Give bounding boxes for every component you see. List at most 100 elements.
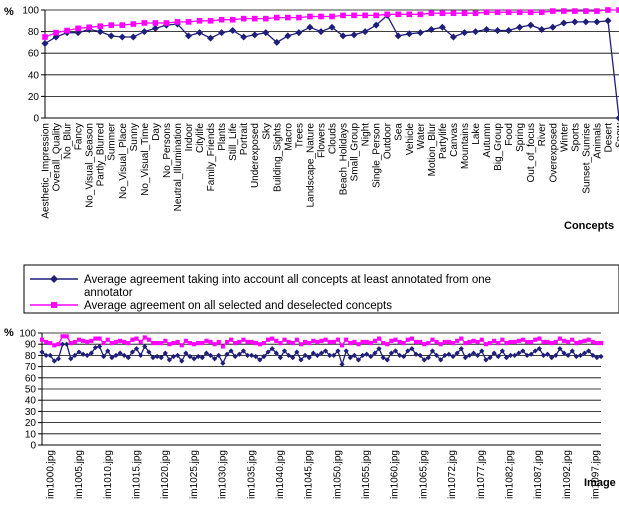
chart1-series-2-point bbox=[130, 21, 137, 27]
chart1-series-2-point bbox=[196, 18, 203, 24]
chart2-series-2-point bbox=[368, 341, 373, 346]
chart1-series-2-point bbox=[174, 19, 181, 25]
chart1-series-1-line bbox=[44, 14, 619, 119]
chart2-xtick-label: im1000.jpg bbox=[46, 450, 57, 499]
chart1-xtick-label: River bbox=[537, 122, 548, 146]
chart1-xtick-label: Food bbox=[504, 123, 515, 146]
chart1-series-2-point bbox=[561, 8, 567, 14]
chart2-series-1-point bbox=[351, 352, 357, 358]
chart2-series-1-point bbox=[105, 348, 111, 354]
chart2-series-1-point bbox=[277, 355, 283, 361]
chart2-series-1-point bbox=[323, 348, 329, 354]
chart1-series-1-point bbox=[273, 38, 281, 46]
chart2-series-1-point bbox=[80, 351, 86, 357]
chart2-series-1-point bbox=[347, 355, 353, 361]
chart2-series-1-point bbox=[232, 353, 238, 360]
legend-marker-a bbox=[50, 275, 58, 283]
chart1-xtick-label: Sky bbox=[261, 123, 272, 140]
legend-label-b: Average agreement on all selected and de… bbox=[84, 300, 392, 312]
chart2-series-2-point bbox=[138, 339, 143, 345]
chart1-xtick-label: Winter bbox=[559, 122, 570, 152]
chart1-series-1-point bbox=[527, 21, 535, 29]
chart1-xtick-label: Mountains bbox=[460, 123, 471, 169]
chart2-series-1-point bbox=[491, 350, 497, 356]
chart2-series-2-point bbox=[257, 342, 262, 347]
chart1-series-1-point bbox=[118, 33, 126, 41]
chart1-series-1-point bbox=[560, 19, 568, 27]
chart2-series-1-point bbox=[520, 348, 526, 354]
chart2-series-1-point bbox=[421, 357, 427, 363]
chart2-xtick-label: im1060.jpg bbox=[390, 450, 401, 499]
chart2-ytick-label: 50 bbox=[25, 385, 37, 396]
chart2-series-1-point bbox=[175, 352, 181, 358]
chart1-series-1-point bbox=[317, 28, 325, 36]
chart1-series-1-point bbox=[615, 114, 619, 122]
chart1-xtick-label: Canvas bbox=[449, 123, 460, 157]
chart1-series-1-point bbox=[107, 32, 115, 40]
chart2-series-1-point bbox=[39, 349, 45, 355]
chart2-series-2-point bbox=[557, 336, 562, 341]
chart2-series-2-point bbox=[245, 339, 250, 345]
chart1-xtick-label: Indoor bbox=[184, 122, 195, 151]
chart1-xtick-label: Citylife bbox=[195, 123, 206, 153]
chart1-series-1-point bbox=[328, 23, 336, 31]
chart2-series-2-point bbox=[348, 341, 353, 346]
chart1-series-1-point bbox=[449, 33, 457, 41]
chart2-series-2-point bbox=[487, 341, 493, 346]
chart2-series-2-point bbox=[364, 339, 369, 345]
chart1-series-1-point bbox=[405, 30, 413, 38]
chart2-series-2-point bbox=[397, 339, 402, 345]
chart2-series-2-point bbox=[208, 339, 213, 345]
chart2-series-2-point bbox=[286, 339, 291, 345]
chart2-series-1-point bbox=[51, 358, 57, 364]
chart2-series-2-point bbox=[167, 342, 172, 347]
chart2-series-2-point bbox=[594, 341, 599, 346]
chart2-series-1-point bbox=[409, 346, 415, 352]
chart2-series-1-point bbox=[528, 351, 534, 357]
chart2-series-2-point bbox=[142, 335, 147, 340]
chart1-series-2-point bbox=[42, 34, 48, 40]
chart2-series-2-point bbox=[64, 334, 69, 339]
chart2-series-1-point bbox=[43, 352, 49, 358]
chart2-series-2-point bbox=[60, 334, 65, 339]
chart2-series-2-point bbox=[405, 337, 410, 342]
chart1-series-2-point bbox=[472, 10, 479, 17]
chart1-series-1-point bbox=[229, 27, 237, 35]
chart2-series-2-point bbox=[171, 341, 176, 346]
chart2-ytick-label: 30 bbox=[25, 407, 37, 418]
chart2-series-2-point bbox=[85, 339, 90, 345]
chart1-series-1-point bbox=[251, 31, 259, 39]
chart2-series-2-point bbox=[393, 337, 398, 342]
chart2-series-1-point bbox=[72, 352, 78, 358]
chart2-xtick-label: im1055.jpg bbox=[361, 450, 372, 499]
chart1-xtick-label: Lake bbox=[471, 123, 482, 145]
chart2-series-2-point bbox=[126, 341, 131, 346]
chart1-xtick-label: Water bbox=[416, 122, 427, 149]
chart1-series-1-point bbox=[394, 32, 402, 40]
chart1-series-2-point bbox=[229, 16, 236, 23]
chart2-series-1-point bbox=[253, 353, 259, 360]
chart1-series-1-point bbox=[604, 17, 612, 25]
chart1-series-1-point bbox=[483, 25, 491, 33]
chart2-series-1-point bbox=[433, 352, 440, 358]
chart2-series-2-point bbox=[93, 336, 98, 341]
chart1-series-2-point bbox=[218, 16, 225, 23]
chart1-series-1-point bbox=[427, 25, 435, 33]
chart2-series-2-point bbox=[228, 337, 234, 342]
chart2-series-1-point bbox=[96, 343, 103, 350]
chart2-series-1-point bbox=[327, 352, 333, 358]
chart1-series-2-point bbox=[351, 12, 357, 19]
chart1-ytick-label: 40 bbox=[28, 70, 40, 81]
chart1-series-1-point bbox=[538, 25, 546, 33]
chart2-series-1-point bbox=[401, 353, 407, 360]
chart2-ytick-label: 10 bbox=[25, 429, 37, 440]
chart2-series-1-point bbox=[360, 352, 366, 358]
chart1-series-1-point bbox=[207, 34, 215, 42]
chart2-series-1-point bbox=[364, 351, 370, 357]
chart2-series-1-point bbox=[586, 348, 592, 354]
chart2-series-2-point bbox=[146, 337, 151, 342]
chart2-series-2-point bbox=[294, 337, 299, 342]
chart2-series-1-point bbox=[380, 355, 386, 361]
chart2-series-2-point bbox=[520, 337, 525, 342]
